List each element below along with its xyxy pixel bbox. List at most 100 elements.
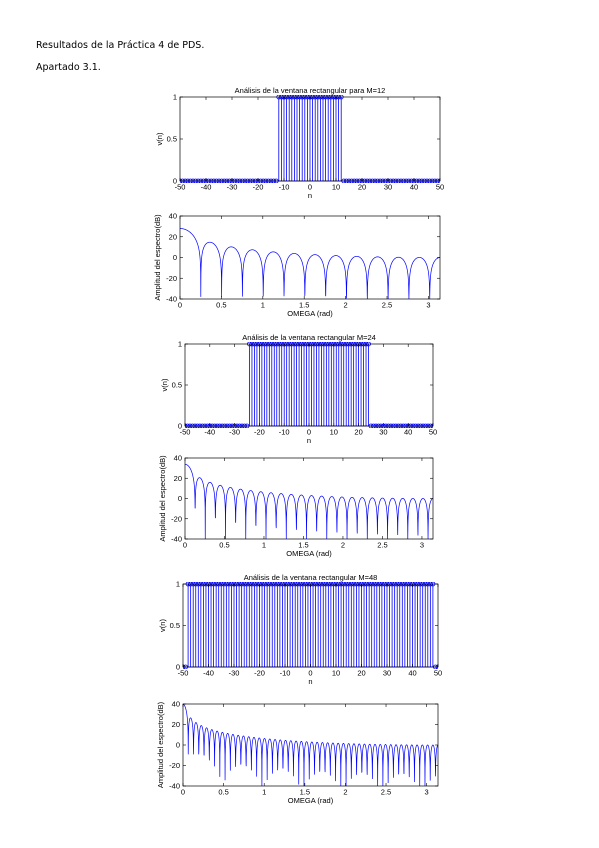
x-axis-label: n	[308, 191, 312, 200]
y-tick-label: 40	[174, 454, 182, 463]
x-axis-label: OMEGA (rad)	[288, 796, 334, 805]
x-tick-label: 0	[307, 428, 311, 437]
x-tick-label: 3	[426, 301, 430, 310]
x-tick-label: 0	[308, 183, 312, 192]
y-axis-label: v(n)	[158, 619, 167, 632]
y-tick-label: -20	[166, 274, 177, 283]
x-tick-label: 50	[429, 428, 437, 437]
x-tick-label: -40	[204, 428, 215, 437]
x-tick-label: 0	[308, 669, 312, 678]
x-tick-label: 10	[330, 428, 338, 437]
x-tick-label: 1	[261, 301, 265, 310]
x-tick-label: 20	[358, 183, 366, 192]
y-tick-label: 1	[173, 93, 177, 102]
x-tick-label: -50	[175, 183, 186, 192]
x-tick-label: 1	[262, 541, 266, 550]
x-axis-label: OMEGA (rad)	[286, 549, 332, 558]
y-tick-label: 20	[174, 474, 182, 483]
x-tick-label: -50	[178, 669, 189, 678]
x-tick-label: -20	[253, 183, 264, 192]
x-tick-label: -10	[279, 183, 290, 192]
y-tick-label: 20	[169, 232, 177, 241]
x-tick-label: 1	[262, 788, 266, 797]
x-tick-label: 0.5	[219, 541, 229, 550]
plot-area	[180, 228, 440, 300]
spectrum-line	[180, 228, 440, 300]
y-axis-label: Amplitud del espectro(dB)	[158, 455, 167, 542]
y-tick-label: 1	[178, 340, 182, 349]
document-heading: Resultados de la Práctica 4 de PDS.	[36, 40, 205, 51]
x-tick-label: 2.5	[377, 541, 387, 550]
x-tick-label: 2	[343, 788, 347, 797]
y-tick-label: -40	[169, 782, 180, 791]
y-tick-label: 40	[172, 700, 180, 709]
x-tick-label: 0.5	[218, 788, 228, 797]
x-tick-label: 40	[404, 428, 412, 437]
chart-panel-m48-line: 0 0.5 1 1.5 2 2.5 3 -40 -20 0 20 40 OMEGA (rad) Ampli…	[156, 700, 439, 805]
chart-panel-m24-stem: -50 -40 -30 -20 -10 0 10 20 30 40 50 0 0.5 1 Análisis …	[160, 333, 437, 445]
y-tick-label: 0	[173, 177, 177, 186]
x-axis-label: n	[307, 436, 311, 445]
x-tick-label: 2.5	[382, 301, 392, 310]
x-tick-label: -40	[201, 183, 212, 192]
x-tick-label: -20	[254, 669, 265, 678]
x-tick-label: 50	[434, 669, 442, 678]
x-tick-label: 20	[357, 669, 365, 678]
chart-panel-m24-line: 0 0.5 1 1.5 2 2.5 3 -40 -20 0 20 40 OMEGA (rad) Ampli…	[158, 454, 434, 558]
y-tick-label: 0	[178, 494, 182, 503]
x-tick-label: -30	[227, 183, 238, 192]
y-tick-label: 0	[178, 422, 182, 431]
x-tick-label: 30	[379, 428, 387, 437]
x-tick-label: -50	[180, 428, 191, 437]
x-tick-label: 3	[420, 541, 424, 550]
chart-panel-m12-line: 0 0.5 1 1.5 2 2.5 3 -40 -20 0 20 40 OMEGA (rad) Ampli…	[153, 212, 441, 318]
x-tick-label: 10	[332, 669, 340, 678]
x-tick-label: 0	[181, 788, 185, 797]
x-tick-label: 30	[384, 183, 392, 192]
spectrum-line	[185, 463, 433, 540]
x-tick-label: 1.5	[298, 541, 308, 550]
plot-area	[185, 463, 433, 540]
x-tick-label: 2	[341, 541, 345, 550]
x-tick-label: 20	[354, 428, 362, 437]
y-tick-label: 0	[176, 741, 180, 750]
y-tick-label: 40	[169, 212, 177, 221]
x-tick-label: 0	[178, 301, 182, 310]
x-tick-label: 0	[183, 541, 187, 550]
x-tick-label: 30	[383, 669, 391, 678]
x-tick-label: -10	[280, 669, 291, 678]
x-axis-label: OMEGA (rad)	[287, 309, 333, 318]
y-axis-label: v(n)	[155, 132, 164, 145]
x-tick-label: 10	[332, 183, 340, 192]
plot-area	[185, 342, 433, 428]
y-tick-label: -20	[169, 761, 180, 770]
x-tick-label: 1.5	[299, 301, 309, 310]
x-tick-label: 2	[344, 301, 348, 310]
plot-area	[180, 95, 440, 183]
x-axis-label: n	[308, 677, 312, 686]
chart-panel-m12-stem: -50 -40 -30 -20 -10 0 10 20 30 40 50 0 0.5 1 Análisis …	[155, 86, 444, 200]
chart-panel-m48-stem: -50 -40 -30 -20 -10 0 10 20 30 40 50 0 0.5 1 Análisis …	[158, 573, 442, 686]
x-tick-label: 50	[436, 183, 444, 192]
y-tick-label: 0.5	[167, 135, 177, 144]
x-tick-label: -30	[229, 669, 240, 678]
y-tick-label: 0.5	[172, 381, 182, 390]
y-tick-label: -40	[171, 535, 182, 544]
y-axis-label: Amplitud del espectro(dB)	[156, 701, 165, 788]
x-tick-label: -40	[203, 669, 214, 678]
y-axis-label: Amplitud del espectro(dB)	[153, 214, 162, 301]
x-tick-label: 40	[408, 669, 416, 678]
x-tick-label: -10	[279, 428, 290, 437]
plot-area	[183, 703, 438, 787]
x-tick-label: 40	[410, 183, 418, 192]
x-tick-label: 1.5	[300, 788, 310, 797]
chart-title: Análisis de la ventana rectangular M=48	[244, 573, 378, 582]
chart-title: Análisis de la ventana rectangular M=24	[242, 333, 376, 342]
y-tick-label: -40	[166, 295, 177, 304]
x-tick-label: -20	[254, 428, 265, 437]
y-axis-label: v(n)	[160, 378, 169, 391]
y-tick-label: -20	[171, 514, 182, 523]
y-tick-label: 20	[172, 720, 180, 729]
x-tick-label: 0.5	[216, 301, 226, 310]
